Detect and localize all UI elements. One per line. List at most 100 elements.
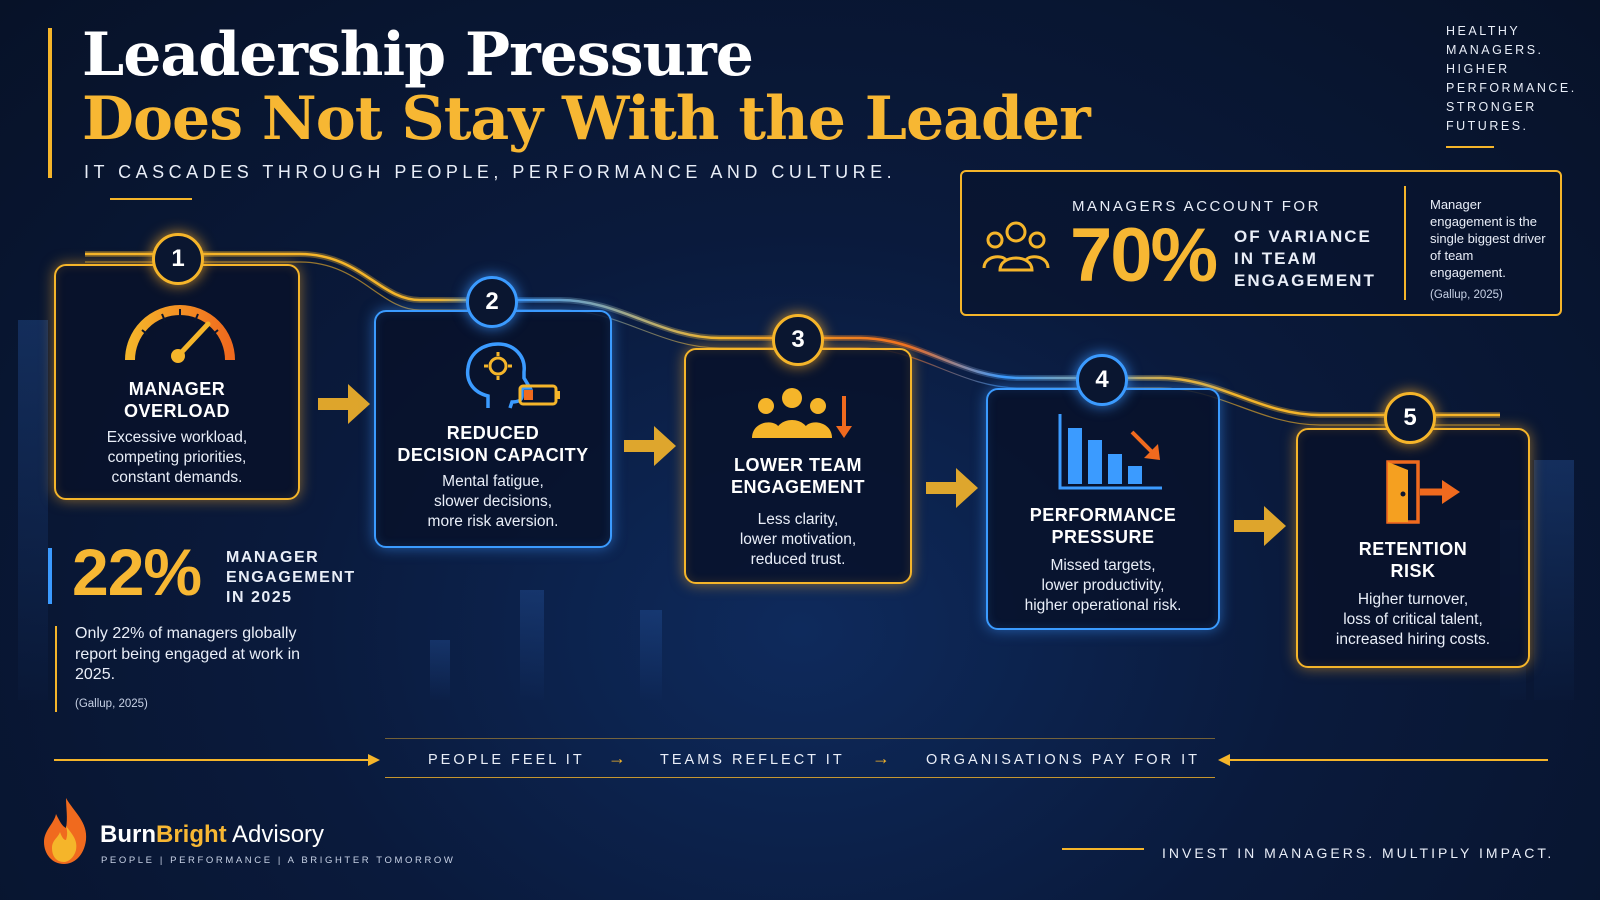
step-desc-line: Excessive workload, <box>106 429 248 446</box>
step-title-line: MANAGER <box>128 379 226 399</box>
step-title-line: OVERLOAD <box>123 401 230 421</box>
cascade-item-people: PEOPLE FEEL IT <box>428 752 585 768</box>
step-title-line: DECISION CAPACITY <box>397 445 589 465</box>
chevron-right-icon <box>1234 506 1286 546</box>
step-number-4: 4 <box>1076 354 1128 406</box>
step-desc-line: Less clarity, <box>757 511 839 528</box>
stat-70-description: OF VARIANCE IN TEAM ENGAGEMENT <box>1234 226 1384 292</box>
step-desc-line: competing priorities, <box>107 449 247 466</box>
brand-logo-text: BurnBright Advisory <box>100 821 324 849</box>
stat-70-citation: (Gallup, 2025) <box>1430 289 1503 301</box>
brand-part: Burn <box>100 821 156 848</box>
arrow-right-icon: → <box>608 748 626 768</box>
step-desc-line: reduced trust. <box>750 551 846 568</box>
step-card-1: MANAGER OVERLOAD Excessive workload, com… <box>54 264 300 500</box>
chevron-right-icon <box>318 384 370 424</box>
step-title: RETENTION RISK <box>1298 538 1528 582</box>
background-bar <box>520 590 544 700</box>
stat-22-label-line: MANAGER <box>226 549 320 566</box>
stat-22-citation: (Gallup, 2025) <box>75 698 148 710</box>
step-desc-line: loss of critical talent, <box>1343 611 1483 628</box>
stat-22-accent-bar <box>48 548 52 604</box>
stat-22-value: 22% <box>72 535 202 609</box>
stat-70-divider <box>1404 186 1406 300</box>
gauge-icon <box>125 305 235 363</box>
flame-logo-icon <box>44 798 87 864</box>
tagline-line: HIGHER <box>1446 62 1510 76</box>
step-card-2: REDUCED DECISION CAPACITY Mental fatigue… <box>374 310 612 548</box>
exit-door-icon <box>1386 460 1460 524</box>
step-card-5: RETENTION RISK Higher turnover, loss of … <box>1296 428 1530 668</box>
background-bar <box>18 320 48 700</box>
subtitle-rule <box>110 198 192 200</box>
stat-22-text: Only 22% of managers globally report bei… <box>75 625 301 683</box>
step-card-3: LOWER TEAM ENGAGEMENT Less clarity, lowe… <box>684 348 912 584</box>
tagline-rule <box>1446 146 1494 148</box>
stat-22-label-line: IN 2025 <box>226 589 293 606</box>
brand-tagline: PEOPLE | PERFORMANCE | A BRIGHTER TOMORR… <box>101 855 456 866</box>
cascade-frame <box>385 738 1215 778</box>
team-down-arrow-icon <box>752 388 852 438</box>
step-title-line: ENGAGEMENT <box>730 477 865 497</box>
stat-70-note: Manager engagement is the single biggest… <box>1430 197 1546 280</box>
footer-slogan: INVEST IN MANAGERS. MULTIPLY IMPACT. <box>1162 845 1555 861</box>
cascade-left-arrow-line <box>54 754 380 766</box>
background-bar <box>1534 460 1574 700</box>
step-title: REDUCED DECISION CAPACITY <box>376 422 610 466</box>
page-title-line2: Does Not Stay With the Leader <box>82 84 1091 154</box>
step-description: Mental fatigue, slower decisions, more r… <box>376 472 610 532</box>
step-number-1: 1 <box>152 233 204 285</box>
cascade-item-organisations: ORGANISATIONS PAY FOR IT <box>926 752 1200 768</box>
step-desc-line: Missed targets, <box>1050 557 1156 574</box>
step-desc-line: lower motivation, <box>739 531 857 548</box>
chevron-right-icon <box>926 468 978 508</box>
head-low-battery-icon <box>465 342 560 409</box>
step-description: Higher turnover, loss of critical talent… <box>1298 590 1528 650</box>
step-title: PERFORMANCE PRESSURE <box>988 504 1218 548</box>
step-description: Excessive workload, competing priorities… <box>56 428 298 488</box>
cascade-item-teams: TEAMS REFLECT IT <box>660 752 845 768</box>
declining-bar-chart-icon <box>1058 414 1162 490</box>
step-card-4: PERFORMANCE PRESSURE Missed targets, low… <box>986 388 1220 630</box>
brand-part: Bright <box>156 821 227 848</box>
title-accent-rule <box>48 28 52 178</box>
step-title-line: REDUCED <box>446 423 540 443</box>
tagline-line: PERFORMANCE. <box>1446 81 1577 95</box>
tagline-line: MANAGERS. <box>1446 43 1544 57</box>
tagline-line: STRONGER <box>1446 100 1537 114</box>
step-desc-line: Higher turnover, <box>1357 591 1469 608</box>
step-desc-line: slower decisions, <box>433 493 553 510</box>
stat-22-label: MANAGER ENGAGEMENT IN 2025 <box>226 548 386 608</box>
step-number-3: 3 <box>772 314 824 366</box>
step-title-line: PERFORMANCE <box>1029 505 1177 525</box>
step-description: Missed targets, lower productivity, high… <box>988 556 1218 616</box>
step-desc-line: increased hiring costs. <box>1335 631 1491 648</box>
tagline: HEALTHY MANAGERS. HIGHER PERFORMANCE. ST… <box>1446 22 1596 136</box>
step-number-2: 2 <box>466 276 518 328</box>
stat-70-label: MANAGERS ACCOUNT FOR <box>1072 198 1321 215</box>
stat-70-value: 70% <box>1070 213 1218 298</box>
step-title-line: RISK <box>1390 561 1436 581</box>
page-title-line1: Leadership Pressure <box>82 20 754 90</box>
step-desc-line: more risk aversion. <box>427 513 559 530</box>
chevron-right-icon <box>624 426 676 466</box>
step-title-line: PRESSURE <box>1051 527 1155 547</box>
tagline-line: HEALTHY <box>1446 24 1521 38</box>
people-group-icon <box>982 221 1050 272</box>
page-subtitle: IT CASCADES THROUGH PEOPLE, PERFORMANCE … <box>84 162 897 182</box>
step-title: MANAGER OVERLOAD <box>56 378 298 422</box>
background-bar <box>640 610 662 700</box>
stat-70-desc-line: IN TEAM <box>1234 249 1318 268</box>
step-description: Less clarity, lower motivation, reduced … <box>686 510 910 570</box>
arrow-right-icon: → <box>872 748 890 768</box>
step-number-5: 5 <box>1384 392 1436 444</box>
background-bar <box>430 640 450 700</box>
step-desc-line: constant demands. <box>111 469 243 486</box>
brand-part: Advisory <box>226 821 325 848</box>
stat-22-label-line: ENGAGEMENT <box>226 569 356 586</box>
stat-22-rule <box>55 626 57 712</box>
stat-box-70 <box>960 170 1562 316</box>
step-title: LOWER TEAM ENGAGEMENT <box>686 454 910 498</box>
cascade-right-arrow-line <box>1218 754 1548 766</box>
step-desc-line: lower productivity, <box>1041 577 1165 594</box>
